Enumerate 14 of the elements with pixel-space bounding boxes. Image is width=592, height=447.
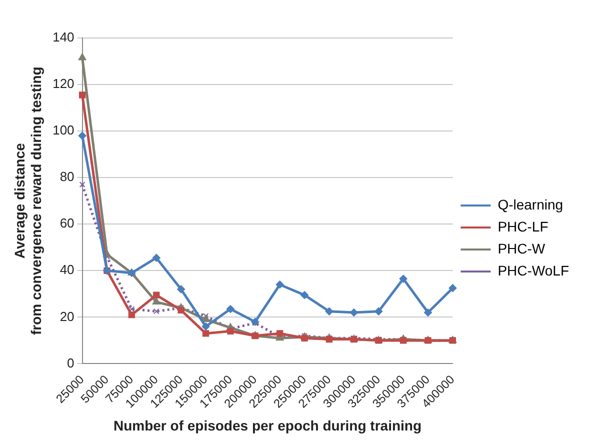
legend-label: PHC-W [498, 240, 546, 256]
y-tick-label: 20 [60, 308, 74, 324]
y-tick-label: 100 [52, 122, 74, 138]
y-tick-label: 80 [60, 169, 74, 184]
legend-label: PHC-WoLF [498, 262, 570, 278]
y-axis-title: Average distance from convergence reward during testing [11, 66, 44, 336]
legend-label: PHC-LF [498, 218, 548, 234]
y-tick-label: 120 [52, 76, 74, 92]
y-tick-label: 40 [60, 262, 74, 278]
y-tick-label: 0 [67, 355, 74, 370]
y-tick-label: 140 [52, 30, 74, 45]
x-axis-title: Number of episodes per epoch during training [113, 417, 422, 434]
legend-label: Q-learning [498, 196, 564, 212]
y-tick-label: 60 [60, 216, 74, 231]
